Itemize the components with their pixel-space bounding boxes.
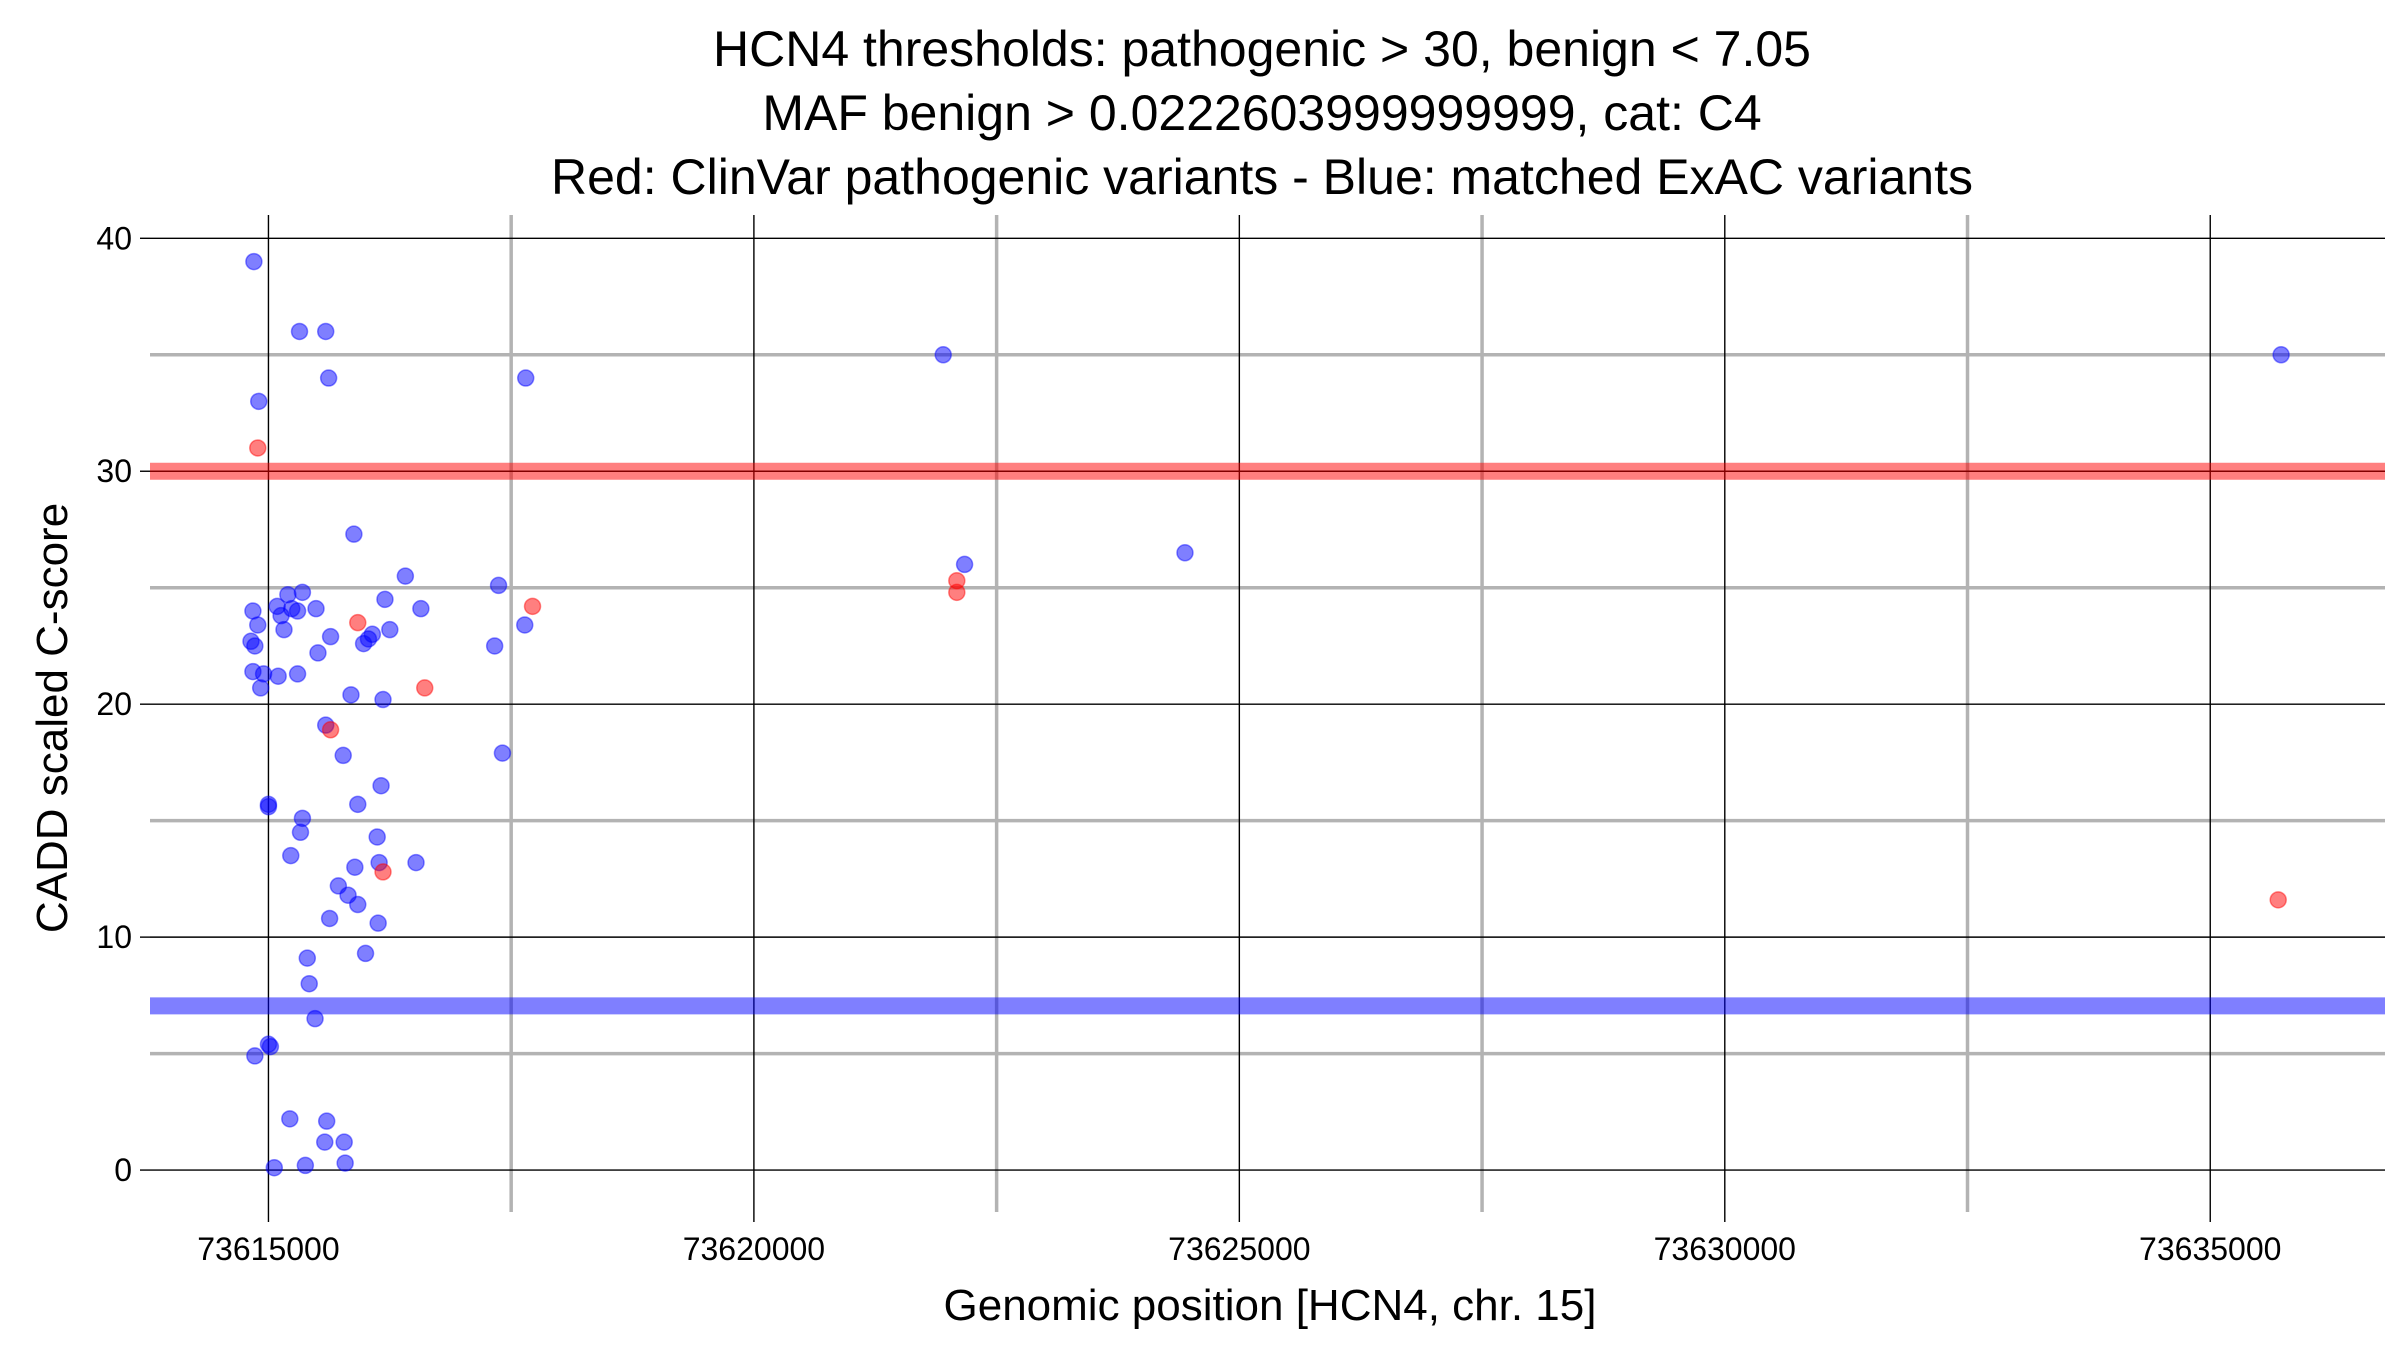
- data-point: [489, 576, 508, 595]
- data-point: [319, 369, 338, 387]
- data-point: [516, 369, 535, 387]
- data-point: [242, 632, 260, 651]
- data-point: [316, 322, 335, 341]
- data-point: [281, 1110, 299, 1128]
- data-point: [342, 686, 360, 704]
- data-point: [246, 1047, 264, 1065]
- data-point: [516, 616, 534, 634]
- data-point: [259, 797, 278, 816]
- data-point: [493, 744, 512, 762]
- data-point: [321, 721, 340, 739]
- data-point: [381, 620, 399, 639]
- data-point: [265, 1158, 284, 1177]
- y-tick-label: 0: [114, 1152, 132, 1188]
- data-point: [300, 974, 318, 993]
- data-point: [249, 392, 268, 411]
- data-point: [374, 690, 392, 709]
- data-point: [245, 252, 263, 271]
- y-axis: 0 10 20 30 40: [96, 220, 150, 1188]
- data-point: [934, 346, 952, 364]
- data-point: [363, 625, 382, 644]
- minor-gridlines: [150, 215, 2385, 1212]
- data-point: [293, 583, 312, 602]
- y-tick-label: 40: [96, 220, 132, 256]
- data-point: [316, 1133, 334, 1151]
- data-point: [948, 583, 966, 602]
- data-point: [485, 637, 504, 655]
- data-point: [249, 439, 267, 457]
- data-point: [334, 746, 352, 765]
- title-line-3: Red: ClinVar pathogenic variants - Blue:…: [551, 149, 1973, 205]
- data-point: [249, 616, 267, 634]
- data-point: [309, 644, 327, 662]
- data-point: [396, 567, 415, 585]
- x-tick-label: 73625000: [1168, 1231, 1310, 1267]
- data-point: [407, 853, 425, 872]
- data-point: [288, 665, 307, 683]
- data-point: [251, 679, 270, 697]
- data-point: [336, 1154, 354, 1172]
- data-point: [368, 828, 386, 846]
- data-point: [346, 858, 364, 876]
- y-tick-label: 20: [96, 686, 132, 722]
- data-point: [523, 597, 542, 616]
- data-point: [2272, 346, 2290, 364]
- y-axis-title: CADD scaled C-score: [28, 503, 77, 933]
- data-point: [254, 665, 273, 683]
- data-point: [291, 823, 310, 842]
- title-line-1: HCN4 thresholds: pathogenic > 30, benign…: [713, 21, 1811, 77]
- data-point: [288, 602, 307, 620]
- x-axis-title: Genomic position [HCN4, chr. 15]: [944, 1281, 1597, 1330]
- threshold-lines: [150, 462, 2385, 1015]
- data-point: [955, 555, 974, 574]
- data-point: [320, 909, 339, 928]
- data-point: [317, 1112, 336, 1130]
- x-tick-label: 73620000: [683, 1231, 825, 1267]
- data-point: [269, 667, 287, 685]
- data-point: [261, 1037, 280, 1056]
- x-axis: 73615000 73620000 73625000 73630000 73635000: [197, 1212, 2281, 1267]
- data-point: [282, 846, 300, 865]
- data-point: [376, 590, 394, 609]
- data-point: [321, 627, 340, 646]
- data-point: [349, 795, 367, 814]
- data-point: [374, 863, 392, 881]
- x-tick-label: 73630000: [1654, 1231, 1796, 1267]
- data-point: [345, 525, 363, 543]
- y-tick-label: 30: [96, 453, 132, 489]
- x-tick-label: 73635000: [2139, 1231, 2281, 1267]
- data-point: [290, 322, 309, 341]
- data-point: [349, 613, 367, 632]
- data-point: [307, 599, 325, 618]
- data-point: [1176, 544, 1194, 562]
- data-point: [335, 1133, 353, 1151]
- data-point: [356, 944, 375, 963]
- chart-title: HCN4 thresholds: pathogenic > 30, benign…: [551, 21, 1973, 205]
- x-tick-label: 73615000: [197, 1231, 339, 1267]
- data-point: [296, 1156, 315, 1175]
- data-point: [275, 620, 293, 639]
- data-points: [242, 252, 2290, 1177]
- data-point: [298, 949, 317, 967]
- y-tick-label: 10: [96, 919, 132, 955]
- data-point: [416, 679, 434, 697]
- data-point: [412, 599, 430, 618]
- data-point: [372, 776, 390, 795]
- data-point: [2269, 891, 2287, 909]
- data-point: [349, 895, 367, 914]
- title-line-2: MAF benign > 0.0222603999999999, cat: C4: [762, 85, 1761, 141]
- data-point: [369, 914, 387, 932]
- data-point: [306, 1009, 324, 1028]
